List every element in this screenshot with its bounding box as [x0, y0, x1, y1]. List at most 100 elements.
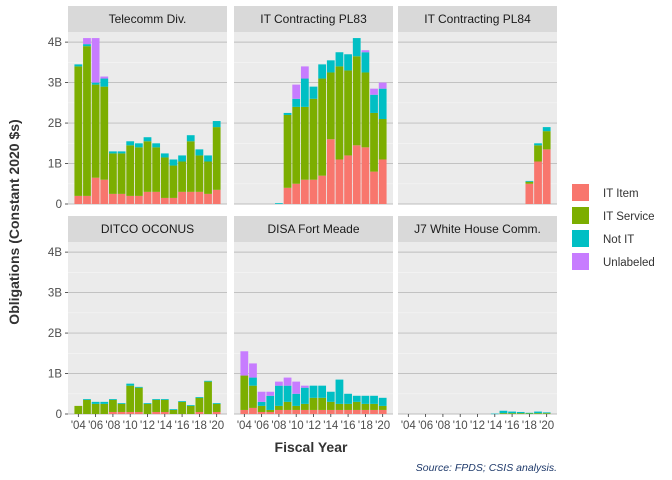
- bar-segment-it-item: [117, 411, 126, 414]
- bar-segment-it-service: [542, 131, 551, 150]
- bar-segment-not-it: [195, 149, 204, 156]
- y-tick-label: 0: [56, 409, 62, 421]
- facet-strip: [68, 216, 227, 242]
- bar-segment-it-item: [370, 409, 378, 414]
- x-axis-title: Fiscal Year: [275, 439, 348, 455]
- bar-segment-not-it: [335, 379, 344, 404]
- bar-segment-it-service: [326, 72, 335, 140]
- bar-segment-it-service: [160, 157, 169, 198]
- bar-segment-not-it: [370, 395, 378, 404]
- y-tick-label: 1B: [48, 159, 62, 171]
- bar-segment-it-item: [257, 411, 266, 414]
- bar-segment-it-item: [134, 411, 143, 414]
- bar-segment-not-it: [344, 54, 352, 71]
- bar-segment-not-it: [292, 98, 301, 107]
- bar-segment-it-service: [186, 405, 195, 414]
- bar-segment-it-item: [309, 179, 318, 204]
- bar-segment-not-it: [378, 88, 387, 120]
- bar-segment-it-service: [525, 413, 534, 414]
- legend-label: IT Service: [603, 211, 655, 223]
- x-tick-label: '08: [271, 420, 286, 432]
- bar-segment-not-it: [100, 78, 109, 87]
- x-tick-label: '10: [289, 420, 304, 432]
- bar-segment-unlabeled: [83, 38, 91, 45]
- panel-background: [234, 242, 393, 414]
- legend-item-it-service: IT Service: [572, 207, 655, 224]
- bar-segment-it-item: [378, 159, 387, 204]
- bar-segment-it-item: [534, 161, 542, 204]
- x-tick-label: '10: [453, 420, 468, 432]
- facet-title: IT Contracting PL83: [260, 12, 367, 26]
- y-tick-label: 1B: [48, 369, 62, 381]
- bar-segment-it-service: [292, 106, 301, 184]
- bar-segment-it-item: [178, 191, 186, 204]
- bar-segment-unlabeled: [283, 377, 292, 386]
- bar-segment-it-service: [134, 387, 143, 412]
- bar-segment-it-item: [109, 193, 117, 204]
- bar-segment-not-it: [326, 391, 335, 402]
- bar-segment-it-item: [204, 193, 212, 204]
- legend-key: [572, 253, 589, 270]
- x-tick-label: '08: [105, 420, 120, 432]
- bar-segment-not-it: [326, 60, 335, 73]
- bar-segment-it-service: [117, 403, 126, 412]
- bar-segment-it-item: [335, 409, 344, 414]
- bar-segment-not-it: [74, 64, 83, 67]
- bar-segment-not-it: [195, 397, 204, 398]
- bar-segment-it-service: [378, 119, 387, 160]
- x-tick-label: '14: [157, 420, 173, 432]
- bar-segment-it-item: [160, 411, 169, 414]
- bar-segment-it-item: [74, 195, 83, 204]
- legend-key: [572, 207, 589, 224]
- bar-segment-not-it: [300, 387, 309, 404]
- bar-segment-it-service: [186, 141, 195, 192]
- bar-segment-it-service: [542, 413, 551, 414]
- bar-segment-unlabeled: [370, 88, 378, 95]
- bar-segment-it-item: [249, 407, 257, 414]
- y-tick-label: 4B: [48, 37, 62, 49]
- bar-segment-not-it: [178, 155, 186, 162]
- bar-segment-it-item: [292, 183, 301, 204]
- x-tick-label: '16: [341, 420, 356, 432]
- bar-segment-it-service: [100, 86, 109, 180]
- x-tick-label: '12: [140, 420, 155, 432]
- source-caption: Source: FPDS; CSIS analysis.: [416, 462, 557, 474]
- bar-segment-it-service: [152, 399, 161, 412]
- bar-segment-it-service: [83, 46, 91, 196]
- bar-segment-not-it: [212, 403, 221, 404]
- bar-segment-it-service: [499, 413, 508, 414]
- bar-segment-it-service: [309, 397, 318, 410]
- x-tick-label: '18: [358, 420, 373, 432]
- facet-title: Telecomm Div.: [109, 12, 187, 26]
- bar-segment-not-it: [361, 395, 370, 404]
- bar-segment-it-service: [178, 161, 186, 192]
- bar-segment-not-it: [352, 395, 361, 402]
- x-tick-label: '20: [539, 420, 554, 432]
- bar-segment-not-it: [109, 399, 117, 400]
- bar-segment-it-service: [152, 147, 161, 192]
- bar-segment-it-item: [143, 191, 152, 204]
- bar-segment-unlabeled: [378, 82, 387, 89]
- y-tick-label: 3B: [48, 288, 62, 300]
- bar-segment-not-it: [117, 151, 126, 154]
- bar-segment-not-it: [134, 386, 143, 388]
- bar-segment-it-item: [326, 139, 335, 204]
- bar-segment-not-it: [344, 393, 352, 404]
- x-tick-label: '20: [375, 420, 390, 432]
- x-tick-label: '14: [487, 420, 503, 432]
- panel-background: [398, 32, 557, 204]
- bar-segment-it-item: [91, 177, 100, 204]
- bar-segment-it-item: [318, 175, 327, 204]
- bar-segment-it-service: [370, 112, 378, 172]
- panel-it-contracting-pl83: IT Contracting PL83: [234, 6, 393, 205]
- bar-segment-not-it: [335, 52, 344, 67]
- bar-segment-unlabeled: [300, 66, 309, 79]
- bar-segment-not-it: [91, 82, 100, 85]
- bar-segment-not-it: [292, 393, 301, 406]
- bar-segment-it-service: [169, 165, 178, 198]
- bar-segment-not-it: [83, 44, 91, 47]
- facet-strip: [234, 216, 393, 242]
- facet-strip: [68, 6, 227, 32]
- bar-segment-it-service: [249, 385, 257, 408]
- facet-strip: [398, 216, 557, 242]
